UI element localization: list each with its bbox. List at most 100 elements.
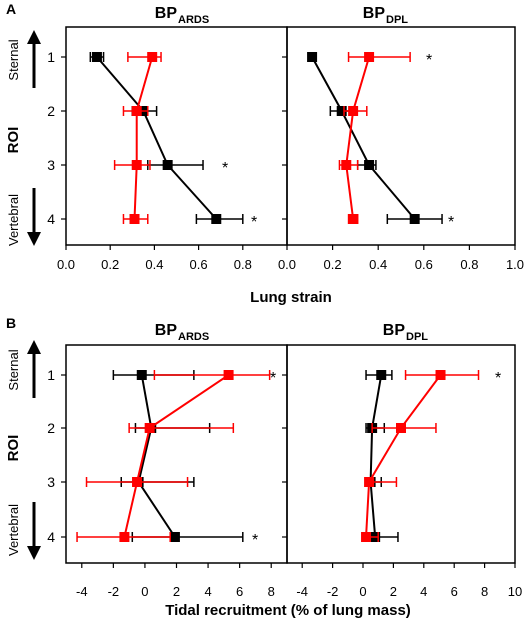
black-data-point: [364, 160, 375, 170]
x-tick-label: -2: [108, 584, 120, 599]
y-tick-label: 2: [47, 420, 55, 436]
x-tick-label: -4: [76, 584, 88, 599]
red-data-point: [129, 214, 140, 224]
subplot-a2-title-sub: DPL: [386, 14, 408, 26]
red-data-point: [144, 423, 155, 433]
plot-area: 1 2 3 4 0.0 0.2 0.4 0.6 0.8 * * 0.0 0.2 0.4 0.6 0.8 1.0 *…: [47, 26, 524, 599]
plot-frame: [286, 26, 516, 246]
arrow-up-icon-b: [27, 340, 41, 398]
x-tick-label: 0.6: [190, 257, 208, 272]
red-data-point: [348, 214, 359, 224]
x-tick-label: 0.8: [460, 257, 478, 272]
black-data-point: [136, 370, 147, 380]
red-data-point: [364, 477, 375, 487]
subplot-a1-title-sub: ARDS: [178, 14, 209, 26]
x-tick-label: 2: [173, 584, 180, 599]
black-series-line: [369, 374, 383, 538]
y-axis-label-a: ROI: [5, 127, 22, 154]
arrow-down-icon-b: [27, 502, 41, 560]
red-data-point: [396, 423, 406, 433]
x-tick-label: 10: [508, 584, 522, 599]
red-data-point: [364, 52, 375, 62]
red-series-line: [123, 374, 230, 538]
y-axis-label-b: ROI: [5, 435, 22, 462]
red-data-point: [131, 160, 142, 170]
significance-star: *: [495, 370, 501, 387]
black-data-point: [307, 52, 318, 62]
red-data-point: [348, 106, 359, 116]
x-tick-label: 0.4: [369, 257, 387, 272]
subplot-a1-title-main: BP: [155, 5, 178, 22]
subplot-b1-title-sub: ARDS: [178, 331, 209, 343]
y-tick-label: 4: [47, 211, 55, 227]
red-data-point: [361, 532, 372, 542]
plot-frame: [65, 344, 288, 564]
red-data-point: [119, 532, 130, 542]
black-data-point: [376, 370, 387, 380]
x-tick-label: 4: [420, 584, 427, 599]
black-data-point: [162, 160, 173, 170]
subplot-a2-title-main: BP: [363, 5, 386, 22]
red-data-point: [341, 160, 352, 170]
x-tick-label: -2: [327, 584, 339, 599]
black-data-point: [169, 532, 180, 542]
x-tick-label: 0.8: [234, 257, 252, 272]
subplot-b1-title-main: BP: [155, 322, 178, 339]
y-tick-label: 3: [47, 157, 55, 173]
panel-letter-b: B: [6, 315, 16, 331]
red-data-point: [223, 370, 234, 380]
panel-letter-a: A: [6, 1, 16, 17]
x-tick-label: 0: [359, 584, 366, 599]
red-series-line: [345, 56, 371, 220]
x-tick-label: 0.4: [145, 257, 163, 272]
y-tick-label: 3: [47, 474, 55, 490]
y-top-label-a: Sternal: [6, 39, 21, 80]
y-bottom-label-a: Vertebral: [6, 194, 21, 246]
black-data-point: [336, 106, 347, 116]
black-data-point: [211, 214, 222, 224]
significance-star: *: [270, 370, 276, 387]
x-tick-label: 0.0: [57, 257, 75, 272]
red-data-point: [131, 106, 142, 116]
x-tick-label: 0.6: [415, 257, 433, 272]
y-tick-label: 4: [47, 529, 55, 545]
arrow-down-icon-a: [27, 188, 41, 246]
x-tick-label: 0.0: [278, 257, 296, 272]
red-data-point: [147, 52, 158, 62]
significance-star: *: [426, 52, 432, 69]
x-axis-label-a: Lung strain: [250, 289, 332, 306]
x-tick-label: 4: [204, 584, 211, 599]
red-series-line: [365, 374, 442, 538]
significance-star: *: [252, 532, 258, 549]
x-tick-label: 6: [236, 584, 243, 599]
x-tick-label: 6: [451, 584, 458, 599]
x-tick-label: 2: [390, 584, 397, 599]
black-data-point: [91, 52, 102, 62]
subplot-b2-title-main: BP: [383, 322, 406, 339]
significance-star: *: [448, 214, 454, 231]
y-bottom-label-b: Vertebral: [6, 504, 21, 556]
x-tick-label: 1.0: [506, 257, 524, 272]
black-series-line: [137, 374, 176, 538]
x-tick-label: 0.2: [101, 257, 119, 272]
x-tick-label: -4: [296, 584, 308, 599]
x-tick-label: 0: [141, 584, 148, 599]
y-tick-label: 1: [47, 49, 55, 65]
x-tick-label: 0.2: [324, 257, 342, 272]
black-series-line: [311, 56, 416, 220]
y-tick-label: 1: [47, 367, 55, 383]
x-tick-label: 8: [268, 584, 275, 599]
plot-frame: [286, 344, 516, 564]
arrow-up-icon-a: [27, 30, 41, 88]
significance-star: *: [251, 214, 257, 231]
red-series-line: [133, 56, 154, 220]
y-tick-label: 2: [47, 103, 55, 119]
x-axis-label-b: Tidal recruitment (% of lung mass): [165, 602, 411, 619]
significance-star: *: [222, 160, 228, 177]
black-data-point: [409, 214, 420, 224]
x-tick-label: 8: [481, 584, 488, 599]
red-data-point: [435, 370, 446, 380]
y-top-label-b: Sternal: [6, 349, 21, 390]
red-data-point: [132, 477, 143, 487]
